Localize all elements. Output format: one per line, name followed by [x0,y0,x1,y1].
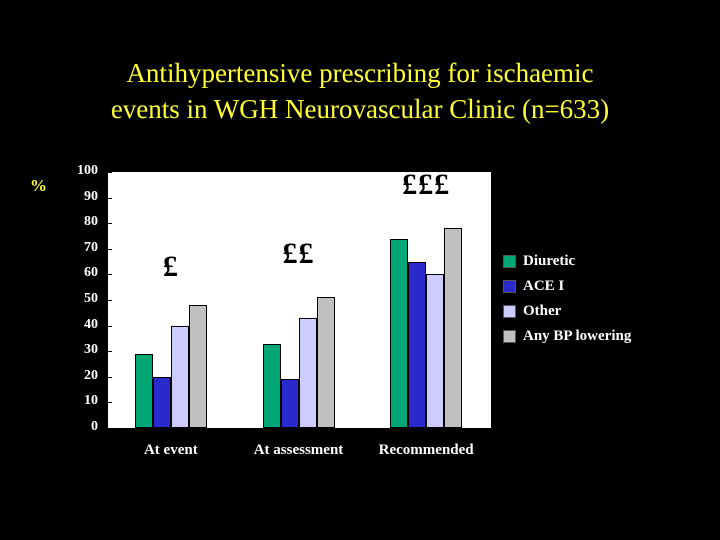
y-tick-mark [107,351,112,353]
y-tick-label: 50 [84,291,98,306]
y-tick-mark [107,376,112,378]
legend-swatch [503,280,516,293]
y-tick-label: 80 [84,214,98,230]
y-tick-label: 40 [84,316,98,332]
legend-item: Other [503,303,631,320]
bar-ace-i [280,379,299,428]
y-tick-label: 70 [84,239,98,255]
y-tick-mark [107,197,112,199]
bar-ace-i [152,376,171,428]
legend-item: ACE I [503,278,631,295]
legend-swatch [503,330,516,343]
y-axis-label: % [30,176,47,195]
bar-diuretic [262,343,281,428]
cost-annotation: ££ [282,236,315,270]
cost-annotation: £ [162,249,179,283]
legend-swatch [503,255,516,268]
x-axis-category-label: At assessment [253,442,344,458]
y-tick-mark [107,172,112,173]
legend-swatch [503,305,516,318]
cost-annotation: £££ [402,167,451,201]
bar-any-bp-lowering [316,297,335,428]
y-tick-label: 100 [77,163,98,178]
legend: Diuretic ACE I Other Any BP lowering [503,253,631,345]
y-tick-mark [107,402,112,404]
legend-label: Diuretic [523,253,576,269]
bar-diuretic [134,353,153,428]
slide-title: Antihypertensive prescribing for ischaem… [20,56,700,127]
y-tick-label: 90 [84,188,98,204]
y-tick-mark [107,248,112,250]
y-tick-mark [107,300,112,301]
title-line-2: events in WGH Neurovascular Clinic (n=63… [110,93,610,124]
x-axis-category-label: At event [143,442,198,458]
legend-item: Diuretic [503,253,631,270]
y-tick-mark [107,223,112,225]
y-tick-label: 0 [91,419,98,434]
bar-diuretic [390,238,409,428]
bar-any-bp-lowering [188,305,207,428]
bar-ace-i [408,261,427,428]
legend-item: Any BP lowering [503,328,631,345]
bar-other [426,274,445,428]
bar-any-bp-lowering [444,228,463,428]
y-tick-mark [107,325,112,327]
y-tick-label: 30 [84,342,98,358]
legend-label: Any BP lowering [523,328,632,344]
legend-label: Other [523,303,562,319]
bar-other [298,317,317,428]
y-tick-mark [107,428,112,429]
title-line-1: Antihypertensive prescribing for ischaem… [126,58,594,88]
y-tick-mark [107,274,112,276]
bar-other [170,325,189,428]
y-tick-label: 60 [84,265,98,281]
legend-label: ACE I [523,278,565,294]
y-tick-label: 10 [84,393,98,409]
y-tick-label: 20 [84,367,98,383]
x-axis-category-label: Recommended [378,442,474,458]
